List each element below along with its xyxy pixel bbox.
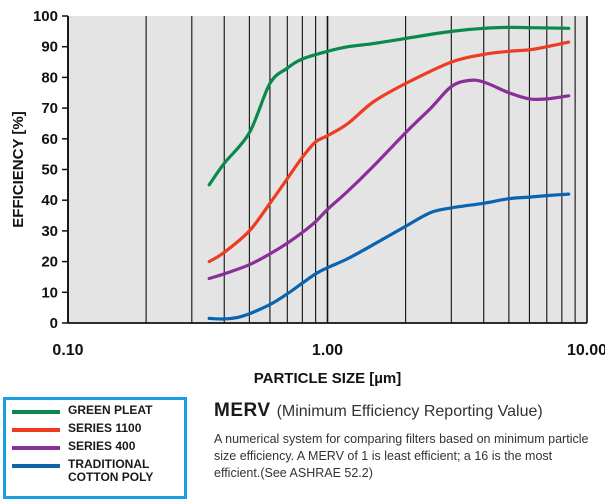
y-tick-label: 80 [41, 69, 58, 86]
legend-swatch-green-pleat [12, 410, 60, 414]
series-line-series-400 [207, 78, 571, 281]
merv-abbreviation: MERV [214, 400, 271, 421]
merv-description: A numerical system for comparing filters… [214, 432, 589, 480]
legend-label-series-1100: SERIES 1100 [68, 421, 142, 435]
legend: GREEN PLEAT SERIES 1100 SERIES 400 TRADI… [3, 397, 187, 499]
legend-label-green-pleat: GREEN PLEAT [68, 403, 153, 417]
efficiency-chart: 0 10 20 30 40 50 60 70 80 90 100 0.10 1.00 10.00 EFF… [10, 8, 605, 387]
x-tick-label: 0.10 [52, 342, 83, 359]
y-axis-title: EFFICIENCY [%] [10, 111, 27, 227]
merv-heading: MERV (Minimum Efficiency Reporting Value) [214, 400, 604, 422]
legend-swatch-series-400 [12, 446, 60, 450]
x-tick-label: 10.00 [567, 342, 605, 359]
x-tick-labels: 0.10 1.00 10.00 [52, 342, 605, 359]
series-line-green-pleat [207, 25, 571, 187]
y-tick-label: 10 [41, 284, 58, 301]
merv-full-name: (Minimum Efficiency Reporting Value) [276, 403, 543, 420]
series-lines [207, 25, 571, 321]
grid-lines [67, 16, 588, 323]
y-tick-label: 0 [50, 315, 58, 332]
legend-item-green-pleat: GREEN PLEAT [12, 404, 178, 417]
legend-label-traditional-cotton-poly: TRADITIONAL COTTON POLY [68, 457, 154, 484]
x-tick-label: 1.00 [312, 342, 343, 359]
merv-info: MERV (Minimum Efficiency Reporting Value)… [214, 400, 604, 482]
legend-item-series-1100: SERIES 1100 [12, 422, 178, 435]
y-tick-label: 60 [41, 131, 58, 148]
series-line-traditional-cotton-poly [207, 192, 571, 321]
y-tick-labels: 0 10 20 30 40 50 60 70 80 90 100 [33, 8, 58, 332]
y-tick-label: 40 [41, 192, 58, 209]
series-line-series-1100 [207, 40, 571, 264]
legend-item-series-400: SERIES 400 [12, 440, 178, 453]
legend-item-traditional-cotton-poly: TRADITIONAL COTTON POLY [12, 458, 178, 484]
y-tick-label: 50 [41, 162, 58, 179]
y-tick-label: 30 [41, 223, 58, 240]
y-tick-label: 100 [33, 8, 58, 25]
legend-label-series-400: SERIES 400 [68, 439, 136, 453]
y-tick-label: 90 [41, 39, 58, 56]
x-axis-title: PARTICLE SIZE [µm] [254, 370, 402, 387]
y-tick-label: 70 [41, 100, 58, 117]
legend-swatch-series-1100 [12, 428, 60, 432]
axes [62, 15, 587, 324]
y-tick-label: 20 [41, 254, 58, 271]
legend-swatch-traditional-cotton-poly [12, 464, 60, 468]
